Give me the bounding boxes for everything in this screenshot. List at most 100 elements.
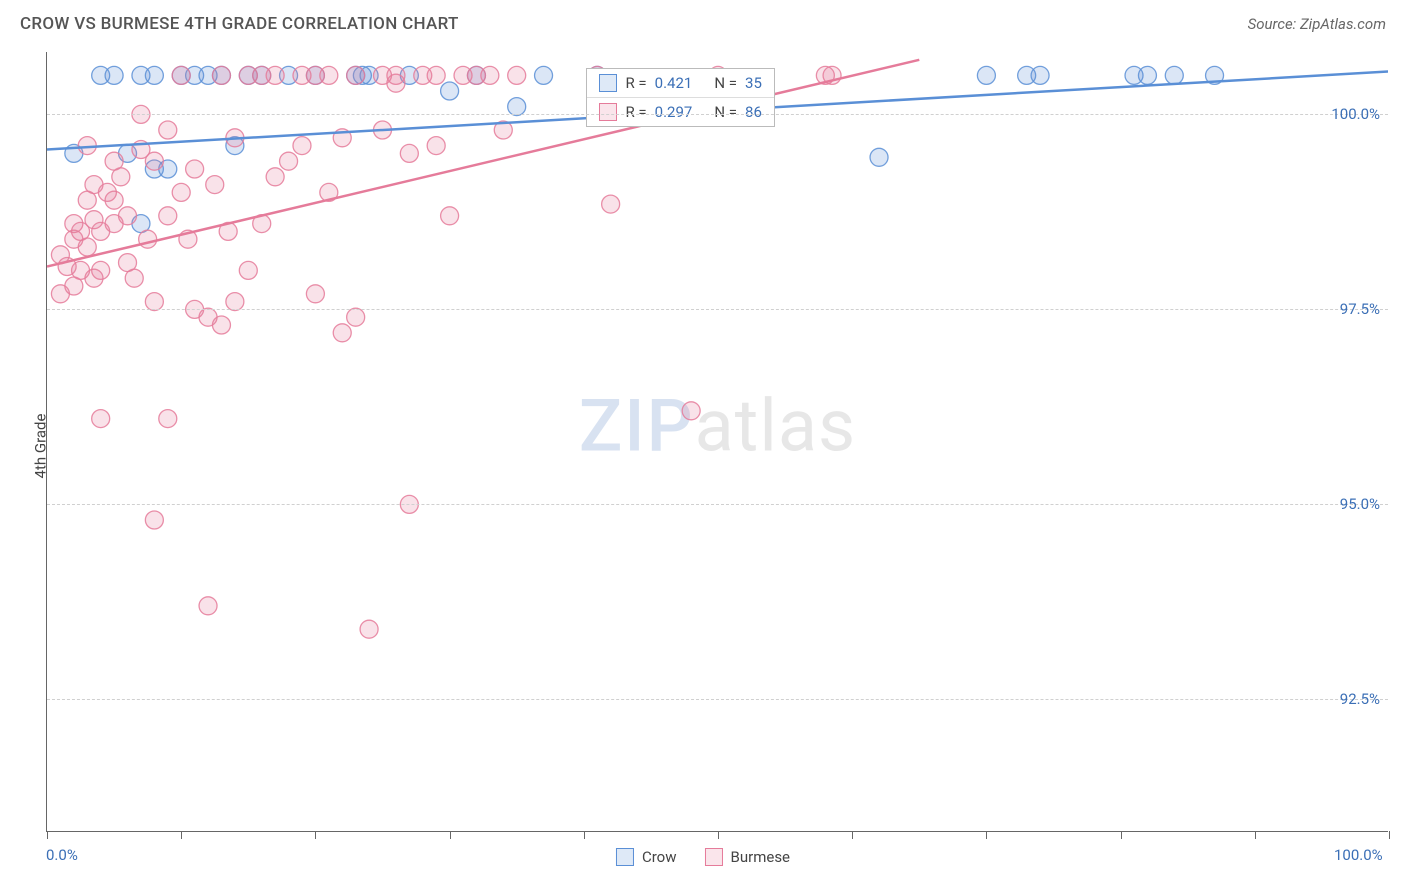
- x-tick: [718, 831, 719, 839]
- y-tick-label: 92.5%: [1340, 690, 1380, 708]
- legend-swatch: [705, 848, 723, 866]
- scatter-point: [119, 207, 137, 225]
- legend-n-label: N =: [714, 103, 737, 121]
- scatter-point: [427, 137, 445, 155]
- legend-r-value: 0.297: [655, 103, 693, 121]
- x-tick: [181, 831, 182, 839]
- chart-header: CROW VS BURMESE 4TH GRADE CORRELATION CH…: [0, 0, 1406, 44]
- legend-r-label: R =: [625, 103, 646, 121]
- correlation-legend: R = 0.421 N = 35 R = 0.297 N = 86: [586, 68, 774, 127]
- x-tick: [315, 831, 316, 839]
- scatter-point: [481, 66, 499, 84]
- scatter-point: [293, 137, 311, 155]
- scatter-point: [172, 183, 190, 201]
- x-tick: [450, 831, 451, 839]
- scatter-point: [320, 66, 338, 84]
- legend-swatch: [599, 103, 617, 121]
- scatter-point: [139, 230, 157, 248]
- x-tick: [47, 831, 48, 839]
- legend-item: Burmese: [705, 848, 791, 866]
- scatter-plot: ZIPatlas R = 0.421N = 35R = 0.297N = 86: [47, 52, 1388, 831]
- y-tick-label: 97.5%: [1340, 300, 1380, 318]
- scatter-point: [239, 261, 257, 279]
- scatter-point: [441, 82, 459, 100]
- scatter-point: [212, 66, 230, 84]
- scatter-point: [347, 66, 365, 84]
- scatter-point: [159, 410, 177, 428]
- scatter-point: [78, 238, 96, 256]
- x-tick: [1389, 831, 1390, 839]
- scatter-point: [226, 293, 244, 311]
- x-tick: [986, 831, 987, 839]
- scatter-point: [508, 98, 526, 116]
- scatter-point: [266, 66, 284, 84]
- scatter-point: [206, 176, 224, 194]
- scatter-point: [535, 66, 553, 84]
- legend-n-value: 86: [745, 103, 762, 121]
- scatter-point: [199, 597, 217, 615]
- legend-swatch: [599, 74, 617, 92]
- scatter-point: [105, 66, 123, 84]
- scatter-point: [125, 269, 143, 287]
- gridline: [47, 504, 1388, 505]
- y-tick-label: 95.0%: [1340, 495, 1380, 513]
- scatter-point: [1138, 66, 1156, 84]
- scatter-point: [112, 168, 130, 186]
- scatter-point: [1031, 66, 1049, 84]
- chart-svg: [47, 52, 1388, 831]
- scatter-point: [92, 261, 110, 279]
- scatter-point: [186, 160, 204, 178]
- scatter-point: [400, 144, 418, 162]
- series-legend: Crow Burmese: [616, 848, 790, 866]
- scatter-point: [977, 66, 995, 84]
- scatter-point: [145, 511, 163, 529]
- scatter-point: [92, 410, 110, 428]
- scatter-point: [159, 121, 177, 139]
- y-tick-label: 100.0%: [1331, 105, 1380, 123]
- legend-n-value: 35: [745, 74, 762, 92]
- scatter-point: [212, 316, 230, 334]
- scatter-point: [1165, 66, 1183, 84]
- scatter-point: [159, 207, 177, 225]
- gridline: [47, 114, 1388, 115]
- scatter-point: [172, 66, 190, 84]
- x-tick: [1121, 831, 1122, 839]
- legend-r-value: 0.421: [655, 74, 693, 92]
- legend-item: Crow: [616, 848, 677, 866]
- scatter-point: [360, 620, 378, 638]
- scatter-point: [145, 293, 163, 311]
- scatter-point: [508, 66, 526, 84]
- gridline: [47, 699, 1388, 700]
- x-tick: [584, 831, 585, 839]
- legend-label: Crow: [642, 848, 677, 866]
- legend-swatch: [616, 848, 634, 866]
- scatter-point: [387, 74, 405, 92]
- scatter-point: [347, 308, 365, 326]
- scatter-point: [306, 285, 324, 303]
- legend-label: Burmese: [731, 848, 791, 866]
- scatter-point: [280, 152, 298, 170]
- legend-row: R = 0.297 N = 86: [587, 98, 773, 126]
- scatter-point: [870, 148, 888, 166]
- scatter-point: [441, 207, 459, 225]
- scatter-point: [145, 66, 163, 84]
- scatter-point: [682, 402, 700, 420]
- x-tick-label: 0.0%: [46, 846, 78, 864]
- legend-row: R = 0.421 N = 35: [587, 69, 773, 98]
- x-tick-label: 100.0%: [1334, 846, 1383, 864]
- scatter-point: [105, 191, 123, 209]
- chart-title: CROW VS BURMESE 4TH GRADE CORRELATION CH…: [20, 14, 459, 34]
- scatter-point: [145, 152, 163, 170]
- scatter-point: [333, 324, 351, 342]
- x-tick: [1255, 831, 1256, 839]
- scatter-point: [602, 195, 620, 213]
- gridline: [47, 309, 1388, 310]
- x-tick: [852, 831, 853, 839]
- legend-n-label: N =: [714, 74, 737, 92]
- chart-plot-area: ZIPatlas R = 0.421N = 35R = 0.297N = 86: [46, 52, 1388, 832]
- legend-r-label: R =: [625, 74, 646, 92]
- scatter-point: [266, 168, 284, 186]
- chart-source: Source: ZipAtlas.com: [1248, 15, 1386, 33]
- scatter-point: [427, 66, 445, 84]
- trend-line: [47, 60, 919, 267]
